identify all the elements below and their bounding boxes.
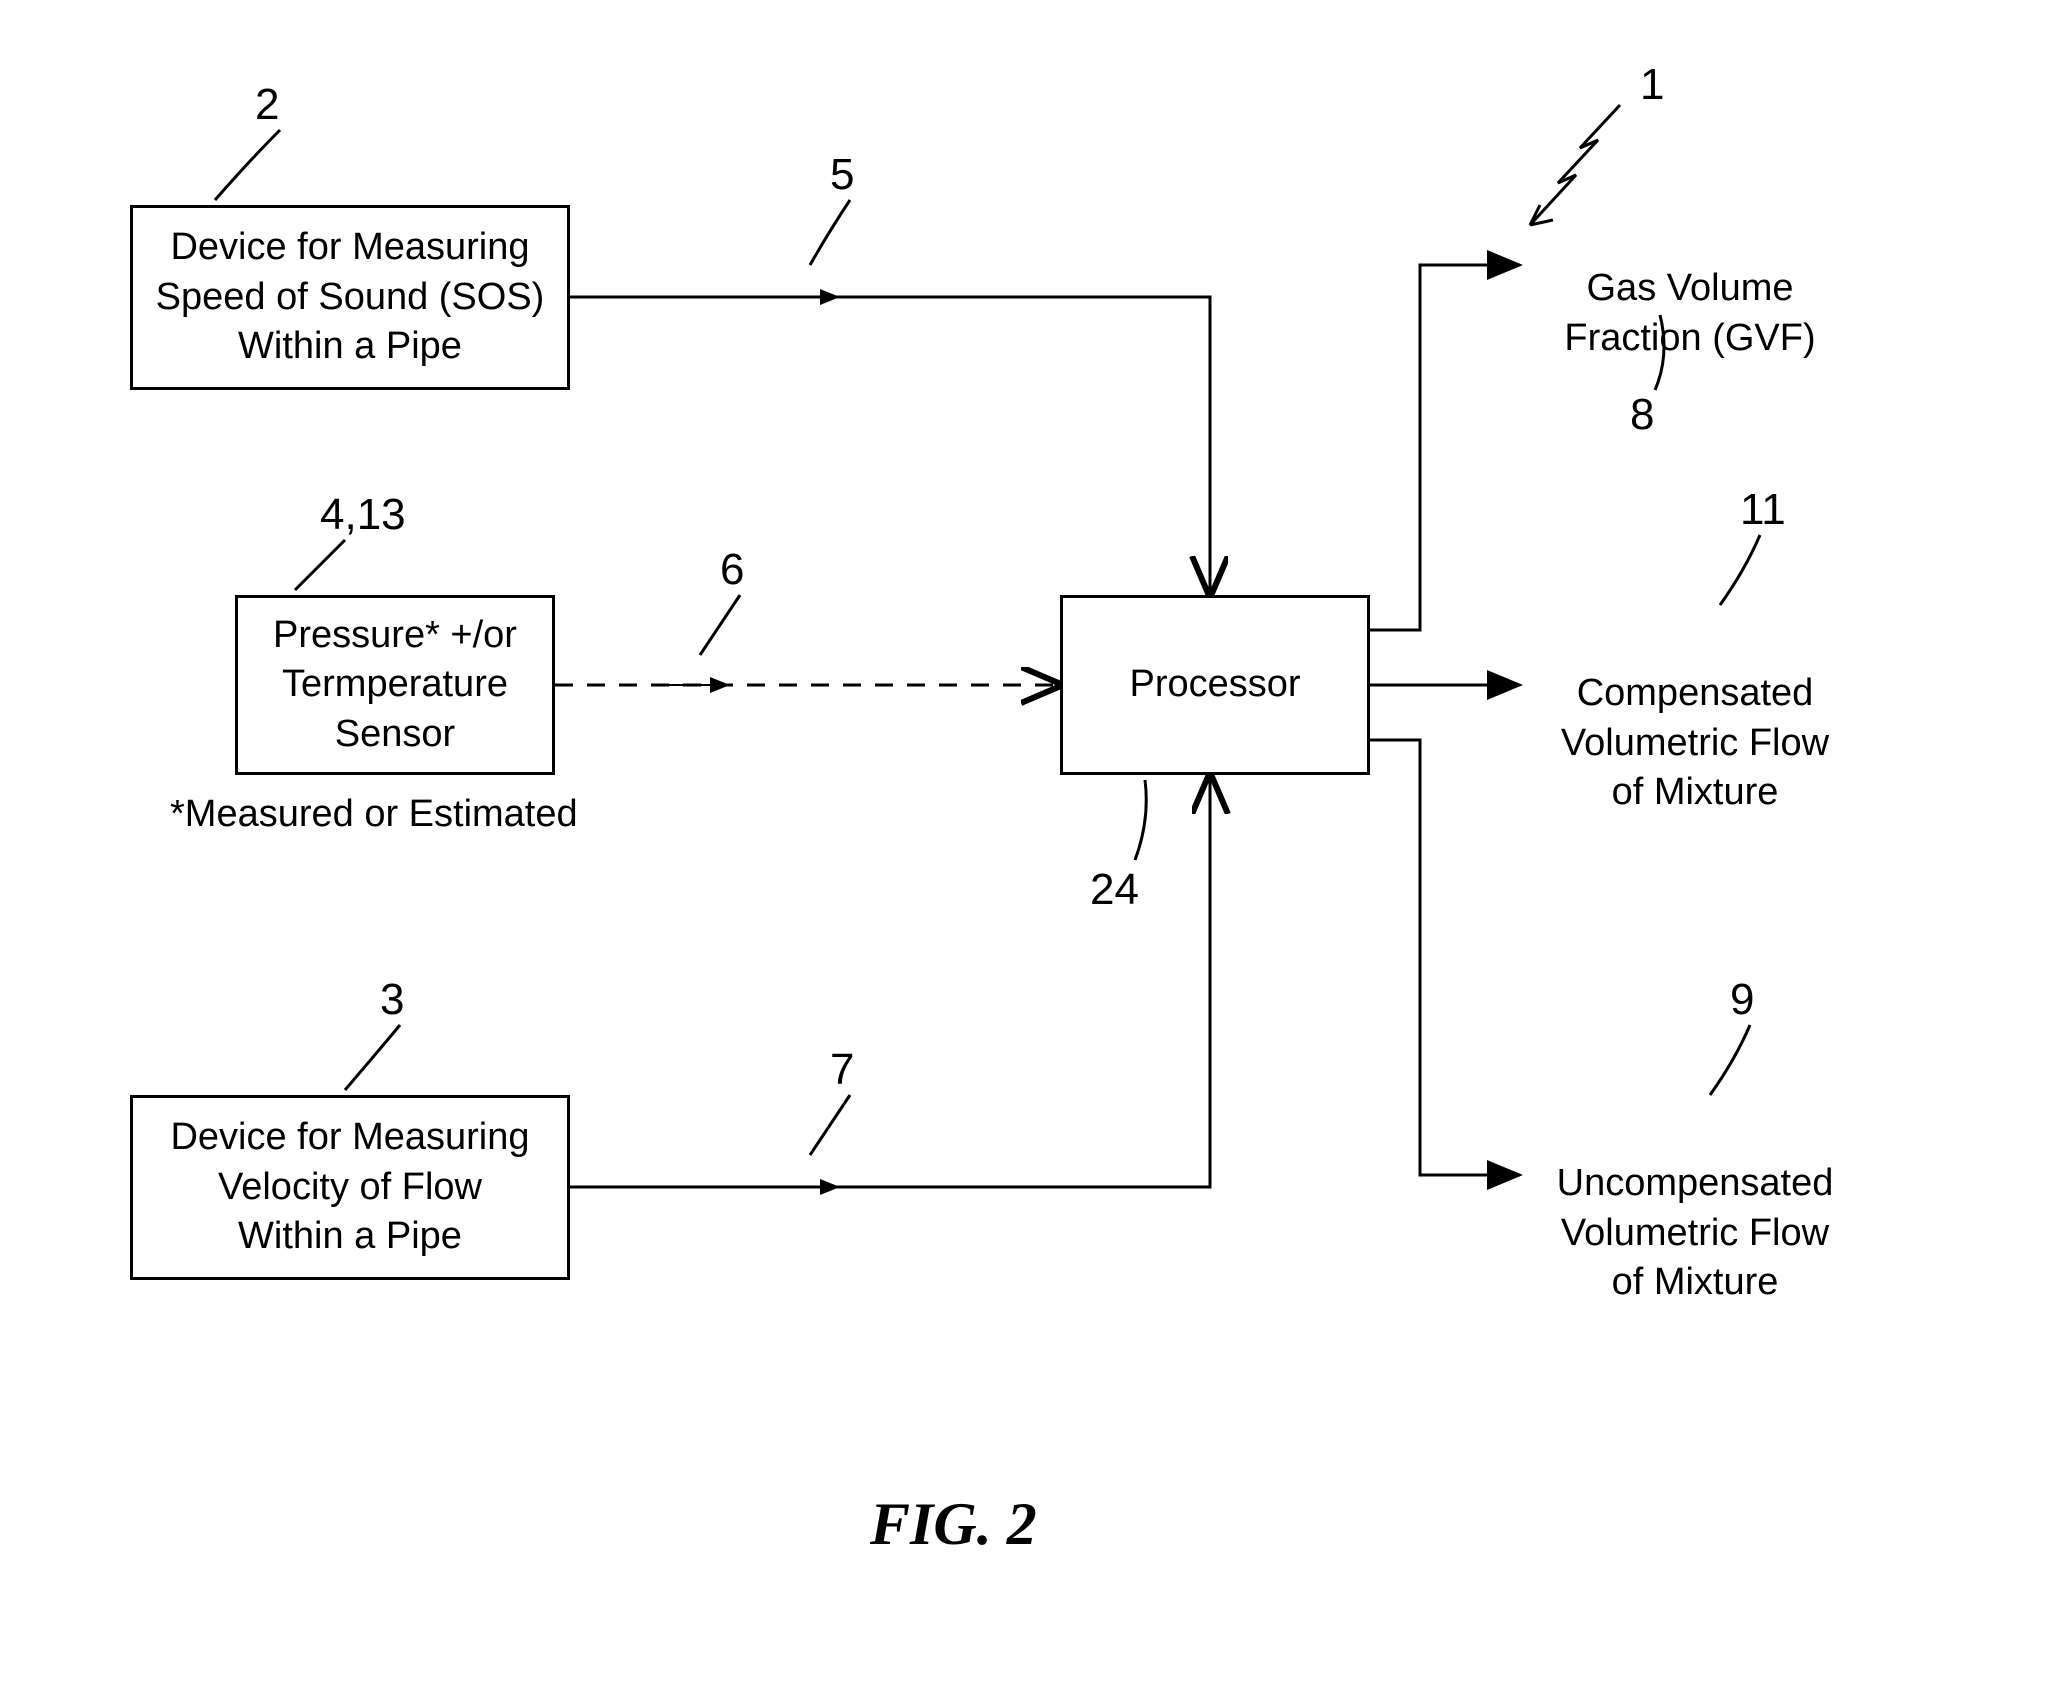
sos-device-box: Device for Measuring Speed of Sound (SOS… [130,205,570,390]
ref-7: 7 [830,1045,854,1095]
ref-6: 6 [720,545,744,595]
compensated-text: Compensated Volumetric Flow of Mixture [1561,672,1829,813]
ref-8: 8 [1630,390,1654,440]
ref-4-13: 4,13 [320,490,406,540]
gvf-output-label: Gas Volume Fraction (GVF) [1530,215,1850,363]
block-diagram: Device for Measuring Speed of Sound (SOS… [0,0,2058,1692]
ref-1: 1 [1640,60,1664,110]
processor-box: Processor [1060,595,1370,775]
gvf-text: Gas Volume Fraction (GVF) [1564,267,1815,358]
pressure-sensor-label: Pressure* +/or Termperature Sensor [273,611,517,759]
processor-label: Processor [1129,660,1300,709]
figure-label: FIG. 2 [870,1490,1037,1559]
velocity-device-box: Device for Measuring Velocity of Flow Wi… [130,1095,570,1280]
pressure-footnote: *Measured or Estimated [170,790,578,839]
ref-9: 9 [1730,975,1754,1025]
velocity-device-label: Device for Measuring Velocity of Flow Wi… [170,1113,529,1261]
ref-5: 5 [830,150,854,200]
footnote-text: *Measured or Estimated [170,793,578,835]
uncompensated-text: Uncompensated Volumetric Flow of Mixture [1557,1162,1834,1303]
uncompensated-output-label: Uncompensated Volumetric Flow of Mixture [1525,1110,1865,1308]
ref-2: 2 [255,80,279,130]
compensated-output-label: Compensated Volumetric Flow of Mixture [1535,620,1855,818]
pressure-sensor-box: Pressure* +/or Termperature Sensor [235,595,555,775]
ref-24: 24 [1090,865,1139,915]
ref-11: 11 [1740,485,1786,535]
sos-device-label: Device for Measuring Speed of Sound (SOS… [156,223,545,371]
ref-3: 3 [380,975,404,1025]
